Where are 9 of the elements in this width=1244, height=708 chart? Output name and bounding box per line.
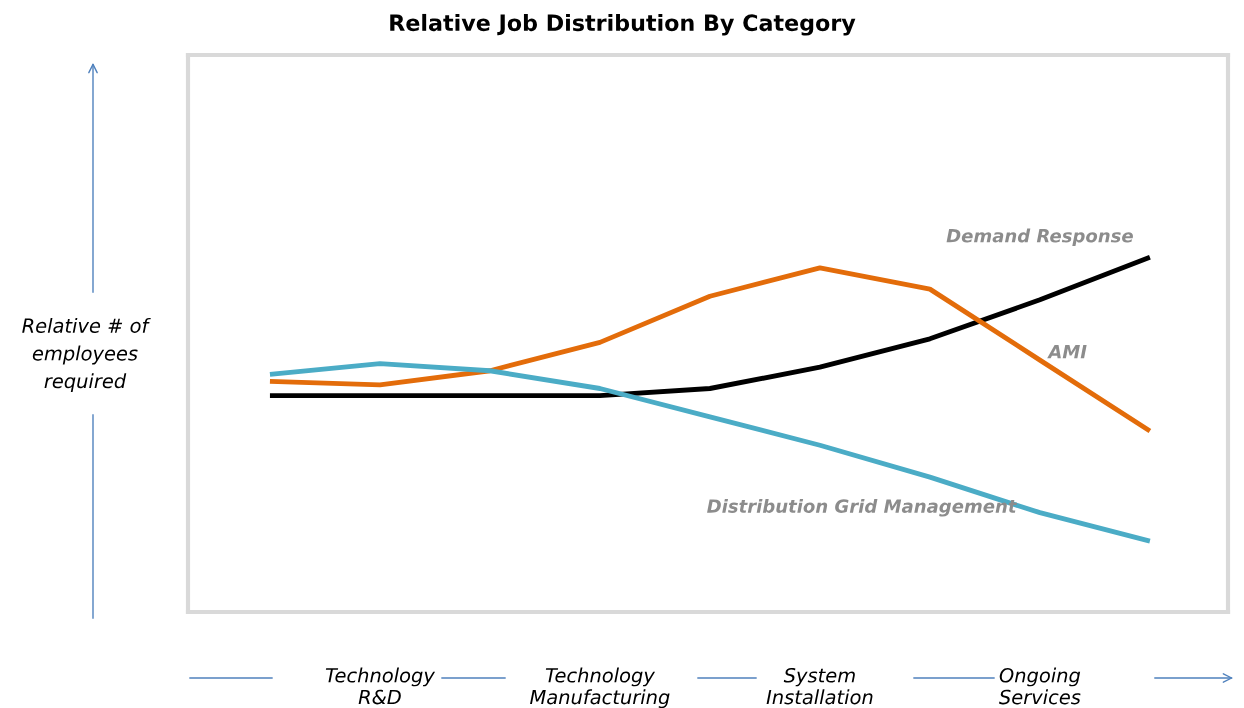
x-tick-label: Ongoing Services: [999, 667, 1081, 705]
x-tick-label: System Installation: [766, 667, 873, 705]
series-label: Demand Response: [946, 228, 1133, 247]
series-label: AMI: [1047, 344, 1087, 359]
series-label: Distribution Grid Management: [707, 498, 1018, 517]
x-tick-label: Technology R&D: [325, 667, 436, 705]
chart-title: Relative Job Distribution By Category: [390, 13, 856, 36]
x-tick-label: Technology Manufacturing: [530, 667, 670, 708]
y-axis-title: Relative # of employees required: [22, 317, 151, 393]
